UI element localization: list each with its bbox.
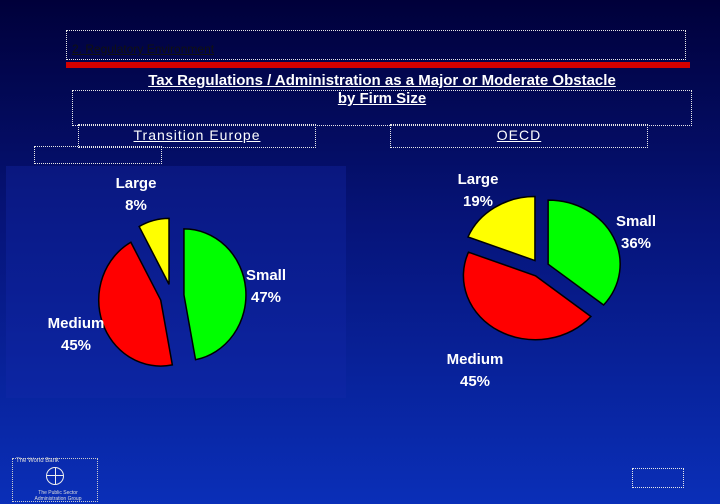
logo-frame bbox=[12, 458, 98, 502]
slice-small bbox=[547, 199, 621, 306]
title-line-1: Tax Regulations / Administration as a Ma… bbox=[148, 72, 616, 89]
logo-line-2: The Public Sector bbox=[38, 490, 78, 496]
slice-label-medium: Medium bbox=[447, 351, 504, 368]
left-small-frame bbox=[34, 146, 162, 164]
chart-title-transition-europe: Transition Europe bbox=[133, 127, 261, 143]
slice-label-medium: Medium bbox=[48, 315, 105, 332]
left-label-frame bbox=[78, 124, 316, 148]
chart-panel-left bbox=[6, 166, 346, 398]
slice-label-large: Large bbox=[458, 171, 499, 188]
slice-label-small: Small bbox=[246, 267, 286, 284]
slice-medium bbox=[98, 241, 174, 367]
slice-label-small: Small bbox=[616, 213, 656, 230]
slice-value-small: 47% bbox=[251, 289, 281, 306]
slice-medium bbox=[462, 251, 593, 341]
slice-value-large: 8% bbox=[125, 197, 147, 214]
globe-icon bbox=[46, 467, 64, 485]
pie-oecd: Small 36% Medium 45% Large 19% bbox=[447, 171, 656, 390]
pie-transition-europe: Small 47% Medium 45% Large 8% bbox=[48, 175, 286, 367]
red-rule bbox=[66, 62, 690, 68]
slice-value-medium: 45% bbox=[61, 337, 91, 354]
slice-large bbox=[138, 217, 170, 285]
section-label: 2. Regulatory Environment bbox=[72, 42, 215, 56]
slice-large bbox=[466, 195, 536, 262]
title-frame bbox=[72, 90, 692, 126]
right-label-frame bbox=[390, 124, 648, 148]
title-line-2: by Firm Size bbox=[337, 90, 427, 107]
slice-small bbox=[183, 228, 247, 361]
logo-line-3: Administration Group bbox=[34, 496, 82, 502]
bottom-right-frame bbox=[632, 468, 684, 488]
slice-label-large: Large bbox=[116, 175, 157, 192]
slide-title: Tax Regulations / Administration as a Ma… bbox=[72, 72, 692, 108]
slice-value-small: 36% bbox=[621, 235, 651, 252]
chart-title-oecd: OECD bbox=[496, 127, 542, 143]
logo-text-top: The World Bank bbox=[16, 458, 59, 464]
logo-text-bottom: The Public Sector Administration Group bbox=[20, 490, 96, 502]
slice-value-medium: 45% bbox=[460, 373, 490, 390]
slice-value-large: 19% bbox=[463, 193, 493, 210]
header-frame bbox=[66, 30, 686, 60]
